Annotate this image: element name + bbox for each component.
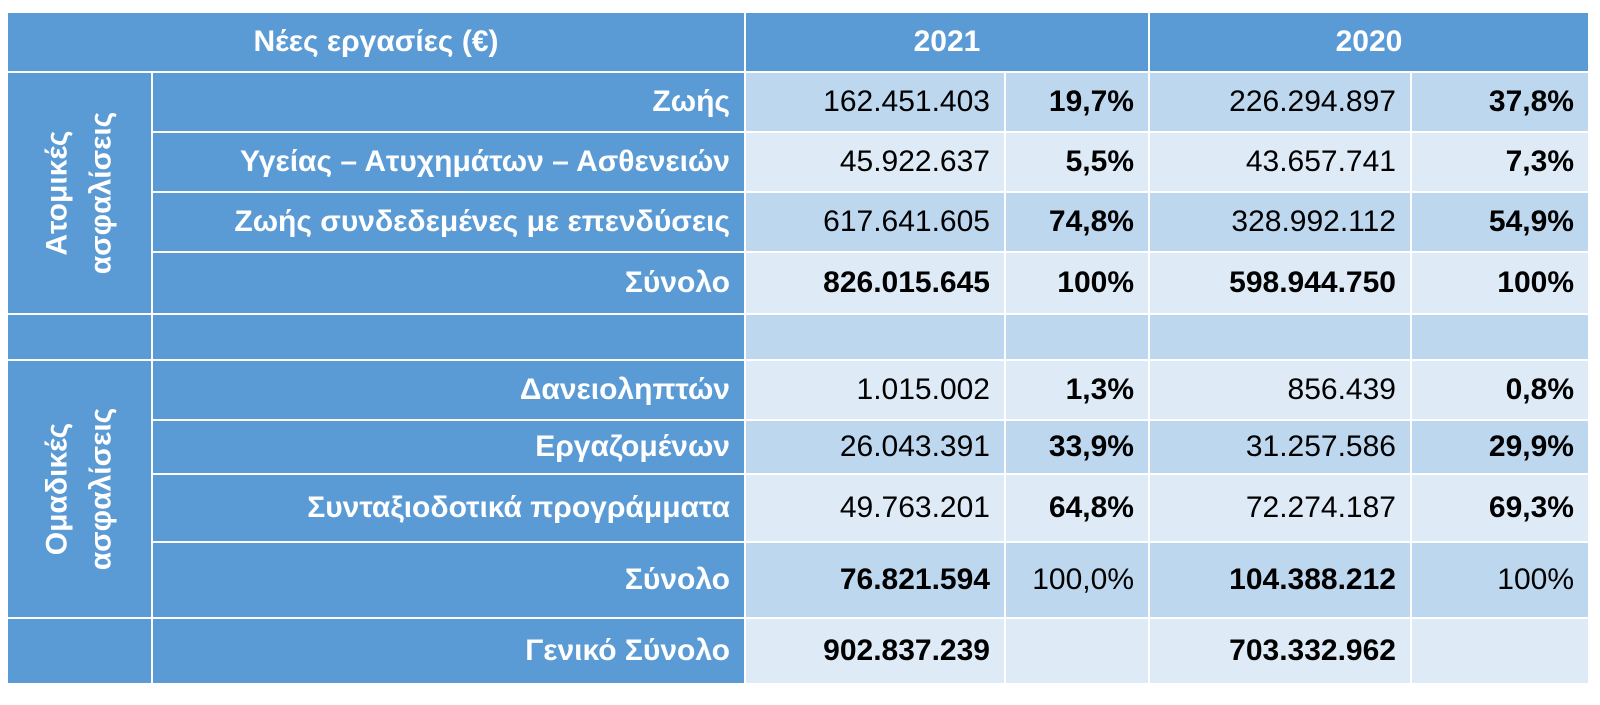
percent-2020: 29,9% bbox=[1412, 421, 1588, 473]
header-year-2020: 2020 bbox=[1150, 13, 1588, 71]
percent-2020: 7,3% bbox=[1412, 133, 1588, 191]
value-2021: 826.015.645 bbox=[746, 253, 1004, 313]
row-label: Σύνολο bbox=[153, 543, 744, 617]
insurance-table: Νέες εργασίες (€) 2021 2020 Ατομικές ασφ… bbox=[8, 13, 1588, 695]
value-2020: 703.332.962 bbox=[1150, 619, 1410, 683]
row-label: Εργαζομένων bbox=[153, 421, 744, 473]
value-2020: 226.294.897 bbox=[1150, 73, 1410, 131]
section-label-individual: Ατομικές ασφαλίσεις bbox=[8, 73, 151, 313]
spacer-cell bbox=[153, 315, 744, 359]
percent-2021: 100,0% bbox=[1006, 543, 1148, 617]
spacer-cell bbox=[746, 315, 1004, 359]
percent-2020: 69,3% bbox=[1412, 475, 1588, 541]
section-label-line1: Ατομικές bbox=[40, 130, 74, 256]
percent-2020: 100% bbox=[1412, 543, 1588, 617]
row-label: Γενικό Σύνολο bbox=[153, 619, 744, 683]
percent-2021-empty bbox=[1006, 619, 1148, 683]
value-2020: 72.274.187 bbox=[1150, 475, 1410, 541]
percent-2021: 74,8% bbox=[1006, 193, 1148, 251]
percent-2021: 33,9% bbox=[1006, 421, 1148, 473]
spacer-cell bbox=[8, 315, 151, 359]
value-2020: 31.257.586 bbox=[1150, 421, 1410, 473]
row-label: Υγείας – Ατυχημάτων – Ασθενειών bbox=[153, 133, 744, 191]
row-label: Σύνολο bbox=[153, 253, 744, 313]
row-label: Συνταξιοδοτικά προγράμματα bbox=[153, 475, 744, 541]
row-label: Ζωής bbox=[153, 73, 744, 131]
value-2021: 162.451.403 bbox=[746, 73, 1004, 131]
row-label: Ζωής συνδεδεμένες με επενδύσεις bbox=[153, 193, 744, 251]
value-2020: 104.388.212 bbox=[1150, 543, 1410, 617]
spacer-cell bbox=[1412, 315, 1588, 359]
section-label-line2: ασφαλίσεις bbox=[84, 111, 118, 275]
percent-2021: 19,7% bbox=[1006, 73, 1148, 131]
section-label-group: Ομαδικές ασφαλίσεις bbox=[8, 361, 151, 617]
percent-2021: 1,3% bbox=[1006, 361, 1148, 419]
value-2021: 49.763.201 bbox=[746, 475, 1004, 541]
value-2021: 1.015.002 bbox=[746, 361, 1004, 419]
value-2021: 617.641.605 bbox=[746, 193, 1004, 251]
header-year-2021: 2021 bbox=[746, 13, 1148, 71]
percent-2020-empty bbox=[1412, 619, 1588, 683]
percent-2020: 37,8% bbox=[1412, 73, 1588, 131]
percent-2020: 100% bbox=[1412, 253, 1588, 313]
grand-total-side-cell bbox=[8, 619, 151, 683]
percent-2021: 5,5% bbox=[1006, 133, 1148, 191]
value-2021: 902.837.239 bbox=[746, 619, 1004, 683]
spacer-cell bbox=[1006, 315, 1148, 359]
section-label-line1: Ομαδικές bbox=[40, 422, 74, 556]
percent-2020: 54,9% bbox=[1412, 193, 1588, 251]
section-label-line2: ασφαλίσεις bbox=[84, 407, 118, 571]
value-2020: 328.992.112 bbox=[1150, 193, 1410, 251]
value-2020: 598.944.750 bbox=[1150, 253, 1410, 313]
value-2021: 45.922.637 bbox=[746, 133, 1004, 191]
percent-2021: 100% bbox=[1006, 253, 1148, 313]
value-2021: 76.821.594 bbox=[746, 543, 1004, 617]
value-2021: 26.043.391 bbox=[746, 421, 1004, 473]
spacer-cell bbox=[1150, 315, 1410, 359]
row-label: Δανειοληπτών bbox=[153, 361, 744, 419]
percent-2020: 0,8% bbox=[1412, 361, 1588, 419]
header-title: Νέες εργασίες (€) bbox=[8, 13, 744, 71]
percent-2021: 64,8% bbox=[1006, 475, 1148, 541]
value-2020: 856.439 bbox=[1150, 361, 1410, 419]
value-2020: 43.657.741 bbox=[1150, 133, 1410, 191]
